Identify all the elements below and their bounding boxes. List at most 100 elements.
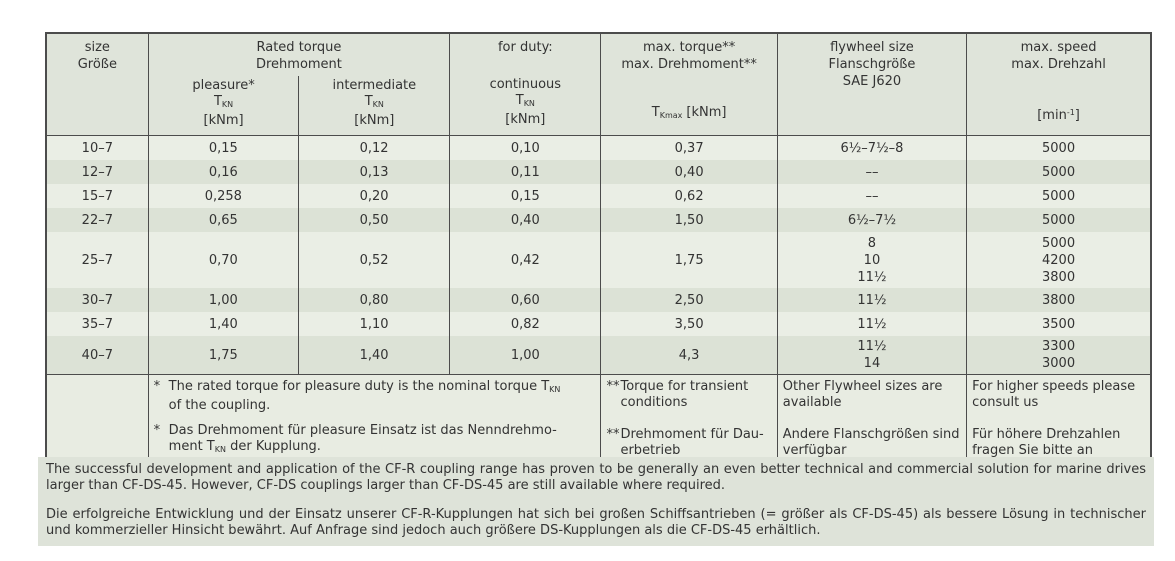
cell-speed: 5000 <box>966 184 1152 208</box>
table-row: 35–7 1,40 1,10 0,82 3,50 11½ 3500 <box>45 312 1152 336</box>
header-rated-en: Rated torque <box>256 40 342 55</box>
cell-size: 22–7 <box>45 208 149 232</box>
cell-max-torque: 1,75 <box>600 232 778 288</box>
cell-size: 35–7 <box>45 312 149 336</box>
cell-continuous: 0,60 <box>449 288 602 312</box>
cell-pleasure: 0,16 <box>147 160 299 184</box>
cell-pleasure: 0,70 <box>147 232 299 288</box>
header-max-speed: max. speed max. Drehzahl [min-1] <box>966 32 1152 136</box>
cell-size: 25–7 <box>45 232 149 288</box>
header-max-speed-en: max. speed <box>1020 40 1097 55</box>
cell-continuous: 0,11 <box>449 160 602 184</box>
table-row: 12–7 0,16 0,13 0,11 0,40 –– 5000 <box>45 160 1152 184</box>
cell-flywheel: –– <box>776 160 968 184</box>
header-duty-label: for duty: <box>497 40 553 55</box>
cell-intermediate: 0,20 <box>297 184 451 208</box>
coupling-spec-table: size Größe Rated torque Drehmoment pleas… <box>45 32 1152 481</box>
header-flywheel-en: flywheel size <box>830 40 914 55</box>
cell-flywheel: 6½–7½ <box>776 208 968 232</box>
cell-flywheel: 11½ 14 <box>776 336 968 375</box>
cell-flywheel: 8 10 11½ <box>776 232 968 288</box>
cell-size: 30–7 <box>45 288 149 312</box>
header-flywheel: flywheel size Flanschgröße SAE J620 <box>776 32 968 136</box>
header-tkn-symbol: TKN <box>213 94 234 109</box>
paragraph-de: Die erfolgreiche Entwicklung und der Ein… <box>46 507 1146 538</box>
cell-max-torque: 2,50 <box>600 288 778 312</box>
cell-speed: 3800 <box>966 288 1152 312</box>
paragraph-en: The successful development and applicati… <box>46 462 1146 493</box>
table-row: 10–7 0,15 0,12 0,10 0,37 6½–7½–8 5000 <box>45 135 1152 160</box>
cell-speed: 3300 3000 <box>966 336 1152 375</box>
header-flywheel-de: Flanschgröße <box>828 57 916 72</box>
cell-speed: 5000 <box>966 208 1152 232</box>
cell-intermediate: 0,13 <box>297 160 451 184</box>
header-intermediate: intermediate TKN [kNm] <box>298 76 449 135</box>
cell-size: 10–7 <box>45 135 149 160</box>
header-tkn-symbol: TKN <box>364 94 384 109</box>
cell-intermediate: 0,50 <box>297 208 451 232</box>
header-intermediate-label: intermediate <box>332 78 417 93</box>
table-row: 30–7 1,00 0,80 0,60 2,50 11½ 3800 <box>45 288 1152 312</box>
footnote-max-speed-en: For higher speeds please consult us <box>972 379 1136 410</box>
cell-intermediate: 0,52 <box>297 232 451 288</box>
footnote-max-torque-en: ** Torque for transient conditions <box>606 379 749 410</box>
cell-continuous: 0,42 <box>449 232 602 288</box>
table-row: 22–7 0,65 0,50 0,40 1,50 6½–7½ 5000 <box>45 208 1152 232</box>
table-row: 40–7 1,75 1,40 1,00 4,3 11½ 14 3300 3000 <box>45 336 1152 375</box>
header-continuous-label: continuous <box>489 77 562 92</box>
cell-pleasure: 0,65 <box>147 208 299 232</box>
cell-max-torque: 1,50 <box>600 208 778 232</box>
header-size-en: size <box>84 40 110 55</box>
cell-size: 12–7 <box>45 160 149 184</box>
footnote-rated-en: * The rated torque for pleasure duty is … <box>153 379 561 413</box>
header-for-duty: for duty: continuous TKN [kNm] <box>449 32 602 136</box>
cell-flywheel: –– <box>776 184 968 208</box>
header-knm-unit: [kNm] <box>505 112 546 127</box>
cell-pleasure: 1,75 <box>147 336 299 375</box>
header-flywheel-sae: SAE J620 <box>842 74 902 89</box>
cell-max-torque: 0,40 <box>600 160 778 184</box>
cell-flywheel: 11½ <box>776 312 968 336</box>
cell-continuous: 0,10 <box>449 135 602 160</box>
footnote-max-speed-de: Für höhere Drehzahlen fragen Sie bitte a… <box>972 427 1121 458</box>
cell-speed: 5000 <box>966 135 1152 160</box>
bottom-paragraphs: The successful development and applicati… <box>38 457 1154 546</box>
cell-continuous: 1,00 <box>449 336 602 375</box>
footnote-rated-de: * Das Drehmoment für pleasure Einsatz is… <box>153 423 557 454</box>
cell-flywheel: 6½–7½–8 <box>776 135 968 160</box>
cell-size: 40–7 <box>45 336 149 375</box>
cell-speed: 5000 4200 3800 <box>966 232 1152 288</box>
header-size-de: Größe <box>77 57 117 72</box>
header-max-torque: max. torque** max. Drehmoment** TKmax [kN… <box>600 32 778 136</box>
header-max-torque-en: max. torque** <box>643 40 736 55</box>
footnote-flywheel-de: Andere Flanschgrößen sind verfügbar <box>782 427 960 458</box>
cell-intermediate: 0,80 <box>297 288 451 312</box>
cell-pleasure: 0,258 <box>147 184 299 208</box>
header-size: size Größe <box>45 32 149 136</box>
header-knm-unit: [kNm] <box>203 113 244 128</box>
table-row: 25–7 0,70 0,52 0,42 1,75 8 10 11½ 5000 4… <box>45 232 1152 288</box>
footnote-max-torque-de: ** Drehmoment für Dau-erbetrieb <box>606 427 764 458</box>
cell-max-torque: 3,50 <box>600 312 778 336</box>
cell-pleasure: 1,00 <box>147 288 299 312</box>
header-tkmax-symbol: TKmax [kNm] <box>651 105 727 120</box>
header-max-speed-de: max. Drehzahl <box>1011 57 1106 72</box>
header-tkn-symbol: TKN <box>515 93 535 108</box>
header-min-unit: [min-1] <box>1037 108 1080 123</box>
cell-intermediate: 0,12 <box>297 135 451 160</box>
cell-intermediate: 1,40 <box>297 336 451 375</box>
cell-flywheel: 11½ <box>776 288 968 312</box>
cell-continuous: 0,40 <box>449 208 602 232</box>
cell-speed: 5000 <box>966 160 1152 184</box>
cell-max-torque: 4,3 <box>600 336 778 375</box>
cell-size: 15–7 <box>45 184 149 208</box>
cell-speed: 3500 <box>966 312 1152 336</box>
cell-intermediate: 1,10 <box>297 312 451 336</box>
cell-pleasure: 1,40 <box>147 312 299 336</box>
header-max-torque-de: max. Drehmoment** <box>621 57 757 72</box>
header-pleasure-label: pleasure* <box>192 78 255 93</box>
cell-max-torque: 0,62 <box>600 184 778 208</box>
table-row: 15–7 0,258 0,20 0,15 0,62 –– 5000 <box>45 184 1152 208</box>
cell-continuous: 0,82 <box>449 312 602 336</box>
